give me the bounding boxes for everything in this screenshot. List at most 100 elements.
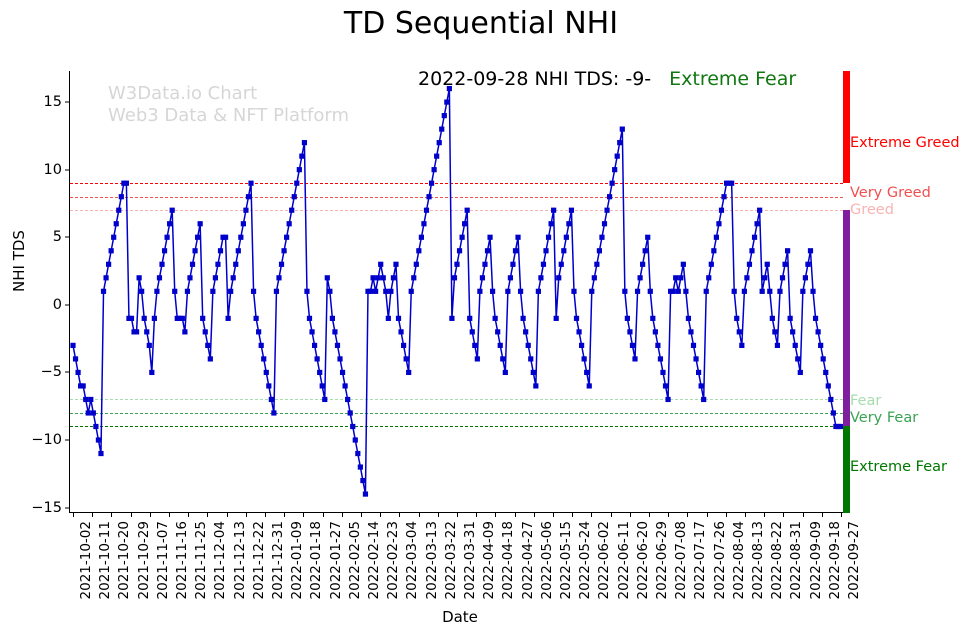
data-point-marker	[533, 383, 539, 389]
data-point-marker	[624, 315, 630, 321]
data-point-marker	[332, 329, 338, 335]
x-tick-label: 2022-09-18	[826, 521, 843, 600]
x-tick-mark	[437, 512, 439, 517]
data-point-marker	[645, 234, 651, 240]
data-point-marker	[352, 437, 358, 443]
data-point-marker	[777, 288, 783, 294]
data-point-marker	[767, 288, 773, 294]
data-point-marker	[716, 221, 722, 227]
data-point-marker	[306, 315, 313, 321]
data-point-marker	[182, 329, 188, 335]
data-point-marker	[202, 329, 208, 335]
data-point-marker	[553, 315, 559, 321]
data-point-marker	[233, 261, 239, 267]
x-tick-mark	[706, 512, 708, 517]
data-point-marker	[434, 153, 440, 159]
data-point-marker	[599, 234, 605, 240]
x-tick-mark	[514, 512, 516, 517]
data-point-marker	[454, 261, 460, 267]
x-tick-mark	[188, 512, 190, 517]
x-tick-label: 2022-01-18	[308, 521, 325, 600]
x-tick-label: 2022-03-04	[404, 521, 421, 600]
x-tick-label: 2022-01-09	[289, 521, 306, 600]
data-point-marker	[601, 221, 608, 227]
data-point-marker	[512, 248, 519, 254]
data-point-marker	[446, 85, 452, 92]
zone-label-very-greed: Very Greed	[850, 184, 931, 201]
x-tick-mark	[668, 512, 670, 517]
x-tick-mark	[245, 512, 247, 517]
data-point-marker	[708, 261, 714, 267]
data-point-marker	[830, 410, 836, 416]
data-point-marker	[650, 315, 656, 321]
data-point-marker	[685, 315, 692, 321]
x-tick-mark	[457, 512, 458, 517]
data-point-marker	[619, 126, 625, 132]
data-point-marker	[812, 315, 819, 321]
data-point-marker	[530, 369, 536, 376]
x-tick-mark	[207, 512, 209, 517]
data-point-marker	[545, 234, 552, 240]
data-point-marker	[299, 153, 305, 159]
data-point-marker	[212, 275, 219, 281]
data-point-marker	[634, 288, 641, 294]
data-point-marker	[373, 288, 379, 294]
data-point-marker	[192, 248, 198, 254]
data-point-marker	[273, 288, 280, 294]
data-point-marker	[362, 491, 369, 497]
data-point-marker	[462, 221, 468, 227]
y-tick-mark	[65, 507, 70, 509]
data-point-marker	[802, 275, 808, 281]
data-point-marker	[385, 315, 391, 321]
data-point-marker	[673, 275, 679, 281]
data-point-marker	[764, 261, 770, 267]
x-tick-mark	[649, 512, 650, 517]
data-point-marker	[779, 275, 786, 281]
y-tick-mark	[65, 371, 70, 373]
data-point-marker	[690, 342, 697, 348]
data-point-marker	[520, 315, 526, 321]
data-point-marker	[289, 207, 295, 213]
data-point-marker	[184, 288, 191, 294]
x-tick-mark	[399, 512, 401, 517]
data-point-marker	[263, 369, 269, 376]
data-point-marker	[680, 261, 686, 267]
x-tick-mark	[783, 512, 785, 517]
data-point-marker	[128, 315, 135, 321]
data-point-marker	[568, 207, 575, 213]
data-point-marker	[250, 288, 257, 294]
data-point-marker	[734, 315, 740, 321]
data-point-marker	[156, 275, 163, 281]
data-point-marker	[228, 288, 234, 294]
data-point-marker	[334, 342, 341, 348]
data-point-marker	[782, 261, 788, 267]
data-point-marker	[449, 315, 455, 321]
data-point-marker	[345, 396, 351, 403]
data-point-marker	[492, 315, 498, 321]
x-tick-label: 2022-05-15	[558, 521, 574, 600]
data-point-marker	[769, 315, 775, 321]
x-tick-label: 2022-09-27	[846, 521, 862, 600]
data-point-marker	[88, 396, 94, 403]
data-point-marker	[90, 410, 96, 416]
data-point-marker	[762, 275, 768, 281]
x-tick-mark	[495, 512, 497, 517]
threshold-line-greed	[70, 210, 843, 212]
data-point-marker	[657, 356, 664, 362]
data-point-marker	[111, 234, 117, 240]
data-point-marker	[113, 221, 119, 227]
data-point-marker	[388, 288, 394, 294]
data-point-marker	[423, 207, 430, 213]
bar-neutral	[843, 210, 850, 427]
data-point-marker	[222, 234, 229, 240]
data-point-marker	[139, 288, 145, 294]
data-point-marker	[642, 248, 648, 254]
threshold-line-very-fear	[70, 412, 843, 414]
data-point-marker	[810, 288, 816, 294]
data-point-marker	[169, 207, 175, 213]
data-point-marker	[698, 383, 704, 389]
data-point-marker	[431, 167, 437, 173]
data-point-marker	[662, 383, 669, 389]
data-point-marker	[739, 342, 745, 348]
data-point-marker	[276, 275, 282, 281]
